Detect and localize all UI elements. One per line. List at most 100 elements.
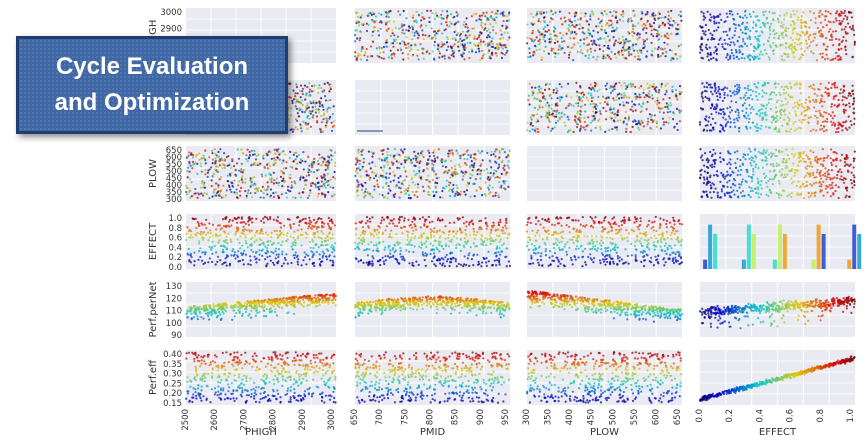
scatter-point bbox=[436, 14, 439, 17]
scatter-point bbox=[230, 166, 233, 169]
scatter-point bbox=[780, 108, 783, 111]
scatter-point bbox=[740, 180, 744, 183]
scatter-point bbox=[592, 41, 595, 44]
scatter-point bbox=[211, 152, 214, 155]
scatter-point bbox=[630, 53, 633, 56]
scatter-point bbox=[706, 180, 709, 184]
scatter-point bbox=[504, 188, 507, 191]
scatter-point bbox=[231, 182, 234, 185]
scatter-point bbox=[572, 104, 575, 107]
scatter-point bbox=[733, 118, 736, 121]
scatter-point bbox=[474, 177, 478, 181]
scatter-point bbox=[401, 52, 404, 55]
scatter-point bbox=[821, 52, 824, 55]
scatter-point bbox=[299, 196, 302, 199]
scatter-point bbox=[772, 118, 775, 122]
scatter-point bbox=[767, 56, 771, 59]
scatter-point bbox=[821, 115, 825, 118]
scatter-point bbox=[397, 181, 400, 184]
scatter-point bbox=[831, 117, 834, 120]
scatter-point bbox=[282, 233, 285, 236]
scatter-point bbox=[670, 49, 674, 53]
scatter-point bbox=[846, 189, 849, 192]
scatter-point bbox=[434, 30, 437, 33]
scatter-point bbox=[793, 27, 796, 30]
scatter-point bbox=[354, 40, 357, 43]
scatter-point bbox=[356, 37, 359, 40]
scatter-point bbox=[820, 185, 823, 188]
scatter-point bbox=[500, 184, 503, 187]
scatter-point bbox=[625, 57, 628, 60]
scatter-point bbox=[586, 20, 589, 23]
scatter-point bbox=[741, 104, 745, 107]
scatter-point bbox=[716, 196, 720, 199]
scatter-point bbox=[825, 24, 828, 27]
scatter-point bbox=[768, 58, 771, 61]
scatter-point bbox=[288, 102, 291, 105]
scatter-point bbox=[495, 54, 498, 57]
scatter-point bbox=[426, 179, 429, 182]
scatter-point bbox=[310, 166, 314, 169]
scatter-point bbox=[358, 162, 361, 166]
scatter-point bbox=[361, 167, 364, 170]
scatter-point bbox=[567, 104, 570, 107]
scatter-point bbox=[199, 162, 202, 165]
scatter-point bbox=[408, 45, 411, 48]
scatter-point bbox=[301, 87, 305, 90]
scatter-point bbox=[758, 57, 761, 60]
scatter-point bbox=[200, 192, 203, 195]
scatter-point bbox=[616, 19, 619, 22]
scatter-point bbox=[812, 12, 816, 15]
scatter-point bbox=[762, 152, 765, 156]
scatter-point bbox=[273, 159, 276, 162]
scatter-point bbox=[705, 159, 708, 162]
scatter-point bbox=[726, 52, 729, 56]
scatter-point bbox=[793, 41, 797, 44]
scatter-point bbox=[487, 186, 490, 189]
scatter-point bbox=[494, 194, 497, 197]
scatter-point bbox=[736, 92, 739, 95]
scatter-point bbox=[285, 253, 288, 256]
scatter-point bbox=[324, 126, 327, 129]
scatter-point bbox=[378, 157, 381, 160]
scatter-point bbox=[359, 169, 362, 172]
scatter-point bbox=[367, 12, 370, 15]
scatter-point bbox=[706, 171, 710, 175]
scatter-point bbox=[486, 171, 489, 175]
scatter-point bbox=[301, 93, 304, 96]
scatter-point bbox=[592, 39, 596, 42]
scatter-point bbox=[746, 171, 749, 174]
scatter-point bbox=[463, 21, 466, 24]
scatter-point bbox=[212, 191, 215, 194]
scatter-point bbox=[243, 249, 246, 252]
scatter-point bbox=[646, 100, 649, 104]
scatter-point bbox=[422, 17, 426, 20]
scatter-point bbox=[454, 22, 457, 26]
scatter-point bbox=[415, 21, 418, 24]
scatter-point bbox=[652, 83, 656, 86]
scatter-point bbox=[822, 125, 826, 128]
panel-r1-c1 bbox=[355, 80, 510, 135]
scatter-point bbox=[581, 31, 584, 34]
scatter-point bbox=[597, 95, 600, 99]
scatter-point bbox=[750, 43, 753, 46]
scatter-point bbox=[800, 113, 803, 116]
scatter-point bbox=[805, 39, 808, 43]
scatter-point bbox=[530, 38, 533, 41]
scatter-point bbox=[445, 49, 448, 52]
scatter-point bbox=[769, 163, 773, 166]
scatter-point bbox=[644, 24, 647, 27]
scatter-point bbox=[281, 240, 284, 243]
scatter-point bbox=[794, 110, 797, 113]
scatter-point bbox=[778, 91, 781, 94]
scatter-point bbox=[465, 189, 469, 192]
scatter-point bbox=[680, 91, 683, 94]
scatter-point bbox=[411, 30, 414, 34]
scatter-point bbox=[185, 187, 189, 190]
scatter-point bbox=[799, 21, 803, 24]
scatter-point bbox=[821, 35, 825, 38]
scatter-point bbox=[539, 100, 542, 103]
scatter-point bbox=[456, 152, 459, 155]
scatter-point bbox=[467, 153, 470, 156]
scatter-point bbox=[269, 151, 272, 154]
